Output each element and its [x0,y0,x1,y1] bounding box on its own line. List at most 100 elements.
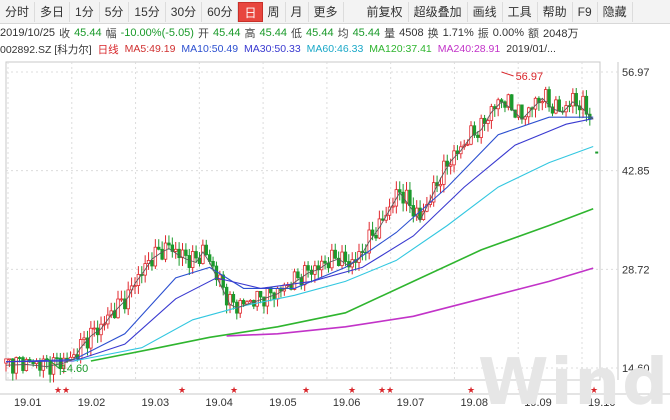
ma120-legend: MA120:37.41 [369,43,432,55]
x-tick-label: 19.01 [14,397,42,409]
x-tick-label: 19.02 [78,397,106,409]
candle-body [51,357,56,375]
tab-multi-day[interactable]: 多日 [35,1,71,22]
close-label: 收 [59,28,71,40]
event-star-icon: ★ [467,386,475,396]
candle-body [476,134,480,138]
ma240-line [226,267,594,337]
candle-body [489,106,494,121]
period-toolbar: 分时 多日 1分 5分 15分 30分 60分 日 周 月 更多 前复权 超级叠… [0,0,670,24]
tab-30min[interactable]: 30分 [166,1,203,22]
candle-body [201,244,205,264]
legend-date-tail: 2019/01/... [506,43,556,55]
draw-line-button[interactable]: 画线 [468,1,503,22]
candle-body [241,300,246,305]
tab-intraday[interactable]: 分时 [0,1,36,22]
candle-body [574,93,578,107]
low-value: 45.44 [306,27,334,39]
low-label: 低 [291,28,303,40]
event-star-icon: ★ [54,386,62,396]
super-overlay-button[interactable]: 超级叠加 [409,1,468,22]
candle-body [184,249,188,256]
candle-body [48,360,52,375]
event-star-icon: ★ [178,386,186,396]
event-star-icon: ★ [62,386,70,396]
event-star-icon: ★ [386,386,394,396]
candle-body [126,289,130,310]
candle-body [581,95,585,111]
candle-body [14,357,18,374]
stock-code[interactable]: 002892.SZ [科力尔] [0,43,92,56]
candle-body [224,286,229,306]
candle-body [448,164,453,167]
x-tick-label: 19.08 [460,397,488,409]
tab-1min[interactable]: 1分 [70,1,100,22]
plot-frame [5,61,601,381]
y-tick-label: 14.60 [622,363,650,375]
tab-weekly[interactable]: 周 [263,1,286,22]
amplitude-label: 振 [477,28,489,40]
y-tick-label: 56.97 [622,67,650,79]
moving-average-legend: 002892.SZ [科力尔] 日线 MA5:49.19 MA10:50.49 … [0,42,670,56]
candle-body [398,189,402,193]
event-star-icon: ★ [348,386,356,396]
candle-body [17,357,22,359]
forward-adjust-button[interactable]: 前复权 [362,1,409,22]
candle-body [31,361,35,365]
candle-body [306,265,310,271]
candle-body [231,294,236,303]
ma60-legend: MA60:46.33 [306,43,364,55]
candle-body [554,99,558,114]
candle-body [157,246,161,250]
kline-chart[interactable]: 56.97 42.85 28.72 14.60 19.01 19.02 19.03 19.04… [0,58,670,420]
candle-body [272,292,276,300]
open-value: 45.44 [212,27,241,39]
x-tick-label: 19.09 [524,397,552,409]
tab-15min[interactable]: 15分 [129,1,166,22]
hide-button[interactable]: 隐藏 [598,1,633,22]
tab-monthly[interactable]: 月 [286,1,309,22]
candle-body [520,104,524,120]
tools-button[interactable]: 工具 [503,1,538,22]
high-label: 高 [244,28,256,40]
turnover-label: 换 [427,28,439,40]
event-star-icon: ★ [590,386,598,396]
candle-body [85,337,90,349]
ma5-line [5,97,594,368]
candle-body [323,260,327,264]
tab-5min[interactable]: 5分 [100,1,130,22]
candle-body [374,234,378,239]
max-marker-line [501,71,514,77]
candle-body [21,357,25,371]
candle-body [92,327,96,330]
event-star-icon: ★ [302,386,310,396]
candle-body [204,244,208,256]
ma10-legend: MA10:50.49 [181,43,239,55]
amount-value: 2048万 [542,28,579,40]
candle-body [123,298,127,310]
candle-body [408,189,412,206]
candle-body [82,337,86,340]
candle-body [7,358,12,361]
tab-daily[interactable]: 日 [238,1,263,22]
help-button[interactable]: 帮助 [538,1,573,22]
ma30-line [5,118,594,363]
candle-body [319,260,324,271]
candle-body [187,255,191,268]
last-price-mark [595,151,599,154]
candle-body [221,274,225,288]
period-label: 日线 [97,43,119,56]
candle-body [4,358,8,364]
amplitude-value: 0.00% [492,27,524,39]
candle-body [550,106,555,114]
candle-body [333,249,337,259]
candle-body [194,251,198,259]
tab-60min[interactable]: 60分 [202,1,239,22]
candle-body [160,248,164,260]
tab-more[interactable]: 更多 [309,1,344,22]
event-star-icon: ★ [230,386,238,396]
change-value: -10.00%(-5.05) [120,27,194,39]
f9-button[interactable]: F9 [573,1,598,22]
candle-body [211,261,215,267]
candle-body [340,251,344,266]
